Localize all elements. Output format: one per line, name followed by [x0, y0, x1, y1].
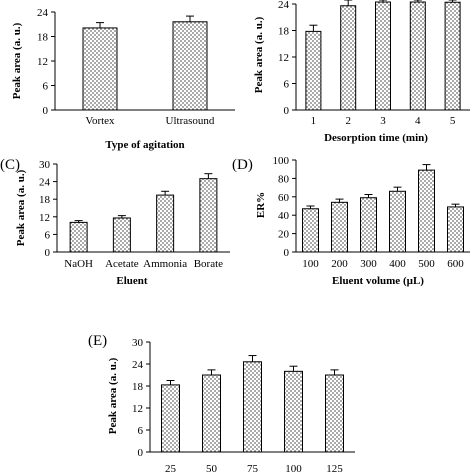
y-tick-label: 0 [138, 447, 144, 459]
x-tick-label: 125 [326, 463, 343, 474]
bar [202, 374, 221, 453]
x-tick-label: 100 [285, 463, 302, 474]
y-tick-label: 6 [45, 229, 51, 241]
panel-e: (E) Peak area (a. u.) 25 50 75 100 125 0 6 12 18… [88, 333, 355, 474]
bar [444, 1, 461, 111]
bar [243, 361, 262, 453]
bar [325, 374, 344, 453]
x-tick-label: Borate [194, 258, 223, 270]
bar [112, 217, 131, 253]
x-tick-label: NaOH [64, 258, 93, 270]
bar [340, 5, 357, 111]
bar [389, 190, 406, 253]
y-tick-label: 6 [284, 79, 290, 91]
y-tick-label: 0 [284, 105, 290, 117]
x-tick-label: 5 [450, 115, 456, 127]
y-tick-label: 100 [273, 155, 290, 167]
y-axis-label: Peak area (a. u.) [253, 16, 265, 93]
x-tick-label: Ammonia [143, 258, 187, 270]
x-tick-label: Acetate [105, 258, 139, 270]
x-tick-label: 100 [302, 258, 319, 270]
x-tick-label: 500 [418, 258, 435, 270]
x-axis-label: Eluent volume (µL) [332, 275, 424, 287]
x-tick-label: 600 [447, 258, 464, 270]
x-tick-label: 75 [247, 463, 259, 474]
panel-label: (E) [88, 333, 107, 349]
panel-label: (C) [0, 157, 20, 173]
bar [418, 169, 435, 253]
bar [409, 1, 426, 111]
panel-b: Peak area (a. u.) Desorption time (min) … [253, 0, 470, 144]
bar [360, 197, 377, 253]
y-tick-label: 18 [39, 194, 51, 206]
bar [375, 1, 391, 111]
y-tick-label: 40 [278, 210, 290, 222]
bar [156, 194, 175, 253]
x-tick-label: Vortex [85, 115, 115, 127]
y-axis-label: Peak area (a. u.) [107, 357, 119, 434]
y-tick-label: 20 [278, 229, 290, 241]
y-tick-label: 18 [278, 26, 290, 38]
y-tick-label: 24 [132, 359, 144, 371]
panel-label: (D) [232, 157, 253, 173]
y-tick-label: 0 [43, 105, 49, 117]
bar [199, 178, 218, 253]
bar [305, 30, 322, 111]
panel-a: Peak area (a. u.) Type of agitation Vort… [11, 7, 235, 151]
x-tick-label: 4 [415, 115, 421, 127]
y-tick-label: 12 [37, 56, 48, 68]
y-tick-label: 24 [37, 7, 49, 19]
y-tick-label: 6 [138, 425, 144, 437]
y-tick-label: 24 [39, 177, 51, 189]
bar [302, 208, 319, 253]
x-axis-label: Type of agitation [105, 139, 184, 151]
x-tick-label: 50 [206, 463, 218, 474]
bar [284, 370, 303, 453]
y-tick-label: 12 [39, 212, 50, 224]
y-tick-label: 30 [39, 159, 51, 171]
y-axis-label: Peak area (a. u.) [15, 169, 27, 246]
y-tick-label: 0 [45, 247, 51, 259]
y-tick-label: 18 [37, 32, 49, 44]
y-tick-label: 12 [278, 52, 289, 64]
bar [161, 384, 180, 453]
y-tick-label: 6 [43, 81, 49, 93]
y-tick-label: 80 [278, 173, 290, 185]
bar [331, 201, 348, 253]
bar [172, 21, 208, 111]
y-tick-label: 0 [284, 247, 290, 259]
x-axis-label: Eluent [116, 275, 148, 287]
x-tick-label: 25 [165, 463, 177, 474]
bar [82, 27, 118, 111]
panel-d: (D) ER% Eluent volume (µL) 100 200 300 400 5… [232, 155, 470, 287]
panel-c: (C) Peak area (a. u.) Eluent NaOH Acetate… [0, 157, 230, 287]
y-tick-label: 12 [132, 403, 143, 415]
y-axis-label: Peak area (a. u.) [11, 22, 23, 99]
y-tick-label: 18 [132, 381, 144, 393]
y-axis-label: ER% [255, 192, 267, 218]
x-tick-label: 2 [345, 115, 351, 127]
y-tick-label: 24 [278, 0, 290, 11]
bar [69, 221, 88, 253]
x-tick-label: 200 [331, 258, 348, 270]
x-tick-label: 300 [360, 258, 377, 270]
x-axis-label: Desorption time (min) [324, 132, 428, 144]
x-tick-label: 400 [389, 258, 406, 270]
x-tick-label: 1 [311, 115, 317, 127]
bar [447, 206, 464, 253]
y-tick-label: 30 [132, 337, 144, 349]
y-tick-label: 60 [278, 192, 290, 204]
x-tick-label: 3 [380, 115, 386, 127]
x-tick-label: Ultrasound [166, 115, 215, 127]
